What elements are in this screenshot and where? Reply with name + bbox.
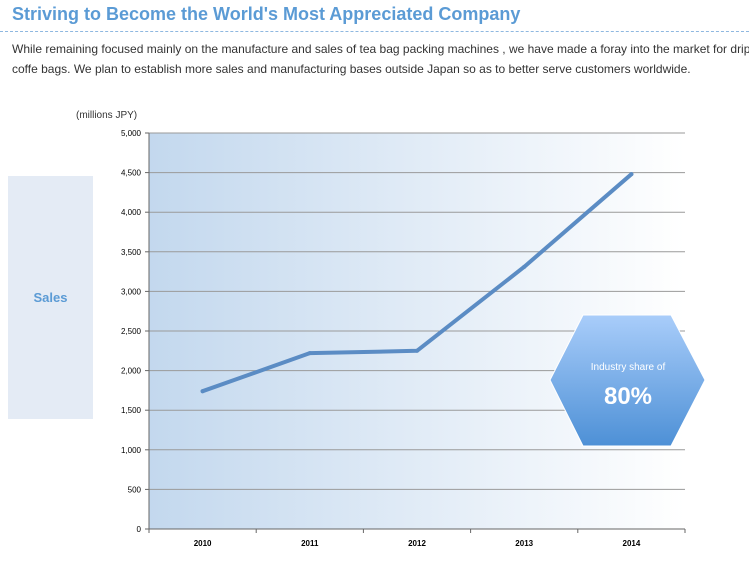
- badge-value: 80%: [604, 383, 652, 410]
- data-point: [200, 389, 205, 394]
- y-tick-label: 3,000: [121, 287, 142, 296]
- y-tick-label: 5,000: [121, 129, 142, 138]
- industry-share-badge: Industry share of 80%: [549, 314, 706, 447]
- page-title: Striving to Become the World's Most Appr…: [12, 4, 521, 24]
- intro-paragraph: While remaining focused mainly on the ma…: [12, 42, 749, 76]
- x-tick-label: 2010: [194, 539, 212, 548]
- y-tick-label: 500: [128, 485, 142, 494]
- data-point: [629, 172, 634, 177]
- data-point: [522, 264, 527, 269]
- data-point: [415, 348, 419, 353]
- title-divider: [0, 31, 749, 32]
- y-tick-label: 2,500: [121, 327, 142, 336]
- badge-label: Industry share of: [591, 362, 666, 373]
- y-tick-label: 1,500: [121, 406, 142, 415]
- y-tick-label: 2,000: [121, 367, 142, 376]
- y-tick-label: 0: [137, 525, 142, 534]
- sales-label: Sales: [33, 290, 68, 305]
- x-tick-label: 2013: [515, 539, 533, 548]
- x-tick-label: 2014: [623, 539, 641, 548]
- y-tick-label: 1,000: [121, 446, 142, 455]
- badge-hexagon: [549, 314, 706, 447]
- sales-side-panel: Sales: [8, 176, 93, 419]
- y-tick-label: 4,000: [121, 208, 142, 217]
- y-unit-label: (millions JPY): [76, 110, 137, 121]
- y-tick-label: 4,500: [121, 169, 142, 178]
- data-point: [307, 351, 312, 356]
- y-tick-label: 3,500: [121, 248, 142, 257]
- x-tick-label: 2012: [408, 539, 426, 548]
- x-tick-label: 2011: [301, 539, 319, 548]
